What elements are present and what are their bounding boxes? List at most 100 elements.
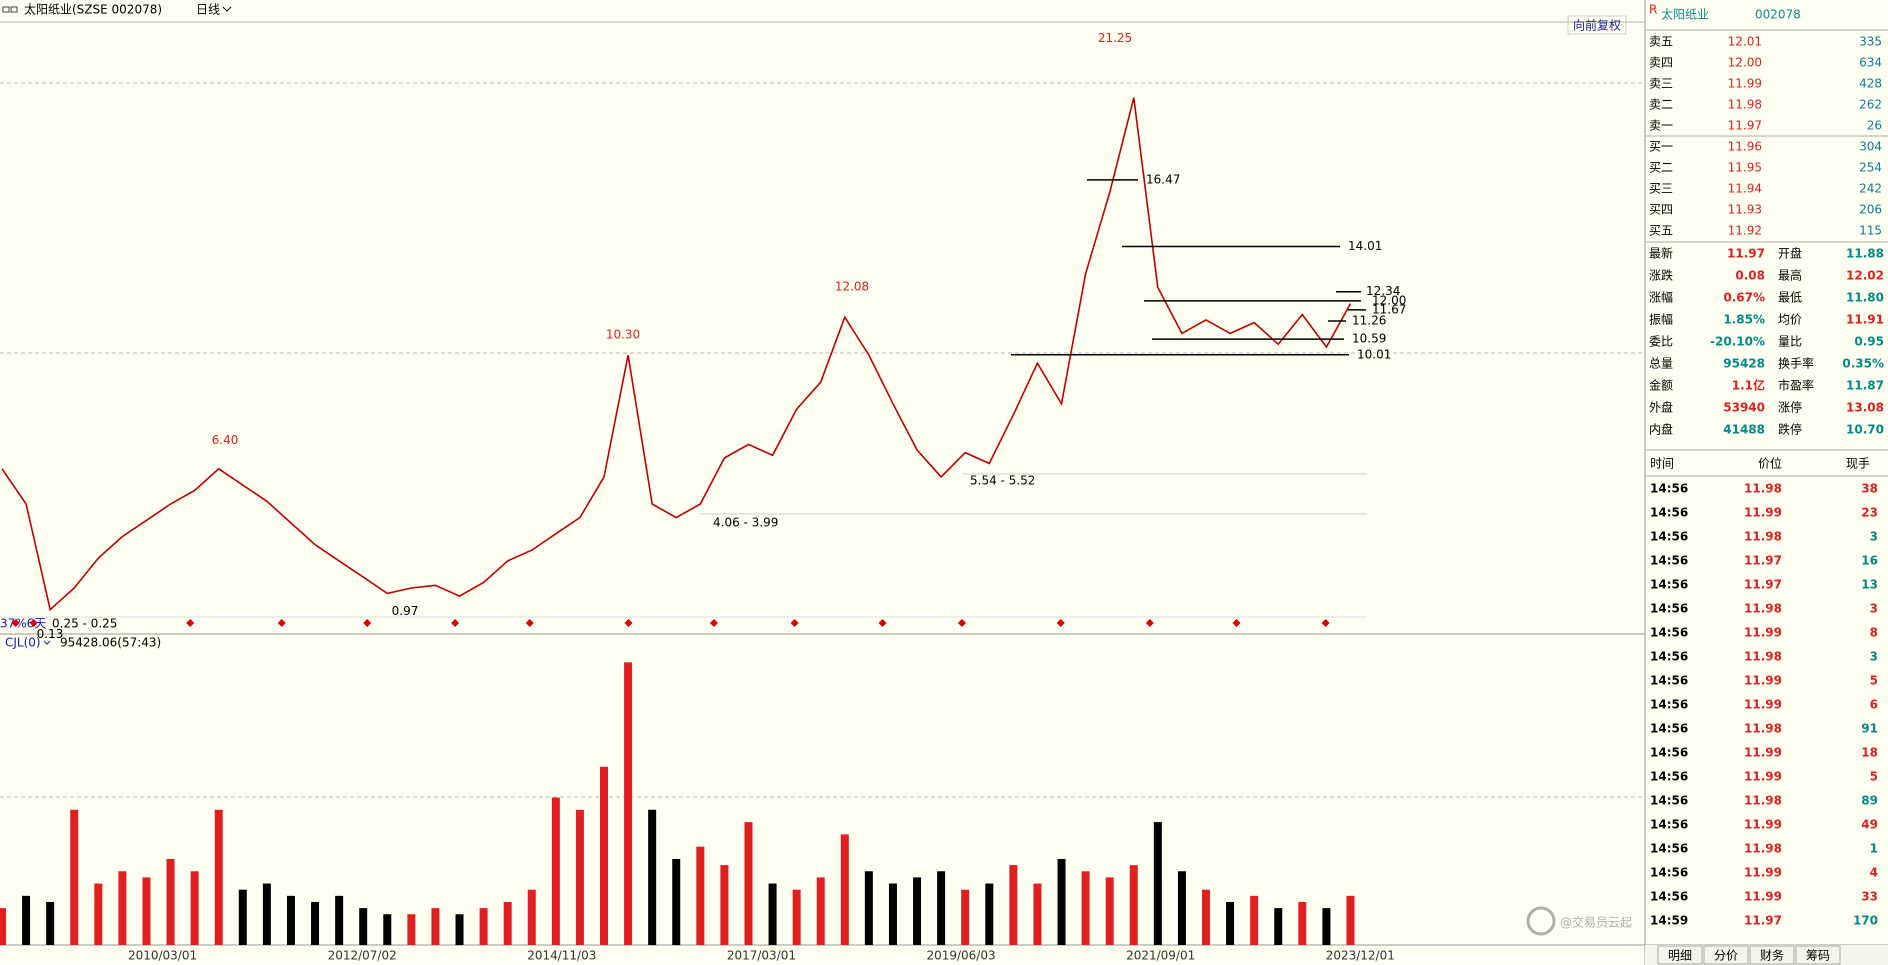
trade-volume: 18: [1861, 746, 1878, 760]
volume-bar: [816, 877, 825, 945]
book-label: 买一: [1649, 140, 1673, 154]
trade-price: 11.99: [1744, 506, 1782, 520]
volume-bar: [238, 889, 247, 945]
tab[interactable]: 财务: [1760, 948, 1784, 963]
volume-bar: [1057, 858, 1066, 945]
trade-price: 11.99: [1744, 818, 1782, 832]
x-tick-label: 2021/09/01: [1126, 949, 1195, 963]
signal-marker: [186, 619, 195, 627]
volume-bar: [913, 877, 922, 945]
volume-bar: [1250, 895, 1259, 945]
indicator-name[interactable]: CJL(0): [5, 636, 41, 650]
volume-bar: [720, 865, 729, 945]
trough-label: 0.13: [37, 627, 64, 641]
stat-label: 总量: [1649, 357, 1673, 371]
button-frame: [1567, 15, 1627, 35]
trade-volume: 91: [1861, 722, 1878, 736]
signal-marker: [525, 619, 534, 627]
signal-marker: [1232, 619, 1241, 627]
volume-bar: [1346, 895, 1355, 945]
period-select[interactable]: 日线: [196, 3, 220, 17]
volume-bar: [190, 871, 199, 945]
volume-bar: [311, 901, 320, 945]
trade-price: 11.99: [1744, 866, 1782, 880]
book-price: 12.00: [1728, 56, 1762, 70]
book-volume: 115: [1859, 224, 1882, 238]
trade-price: 11.98: [1744, 842, 1782, 856]
x-tick-label: 2023/12/01: [1326, 949, 1395, 963]
trade-volume: 5: [1870, 770, 1878, 784]
trade-price: 11.99: [1744, 890, 1782, 904]
volume-bar: [1081, 871, 1090, 945]
volume-bar: [0, 908, 6, 945]
volume-bar: [864, 871, 873, 945]
trade-time: 14:56: [1650, 746, 1688, 760]
stat-label: 跌停: [1778, 422, 1802, 437]
trade-time: 14:56: [1650, 674, 1688, 688]
volume-bar: [937, 871, 946, 945]
column-header: 时间: [1650, 457, 1674, 471]
trade-time: 14:56: [1650, 794, 1688, 808]
tab[interactable]: 分价: [1714, 949, 1738, 963]
trade-volume: 3: [1870, 530, 1878, 544]
stat-value: 1.85%: [1723, 313, 1765, 327]
book-label: 买三: [1649, 182, 1673, 196]
trade-volume: 3: [1870, 650, 1878, 664]
stock-name: 太阳纸业: [1661, 7, 1709, 22]
volume-bar: [166, 858, 175, 945]
book-volume: 206: [1859, 203, 1882, 217]
x-tick-label: 2010/03/01: [128, 949, 197, 963]
book-price: 11.94: [1728, 182, 1762, 196]
stat-value: 10.70: [1846, 423, 1884, 437]
volume-bar: [1202, 889, 1210, 945]
volume-bar: [1298, 901, 1307, 945]
trade-price: 11.99: [1744, 626, 1782, 640]
volume-bar: [1009, 865, 1018, 945]
book-volume: 634: [1859, 56, 1882, 70]
trade-price: 11.98: [1744, 602, 1782, 616]
book-volume: 335: [1859, 35, 1882, 49]
volume-bar: [1153, 822, 1162, 945]
stat-value: 11.88: [1846, 247, 1884, 261]
range-label: 0.25 - 0.25: [52, 617, 117, 631]
book-label: 卖一: [1649, 119, 1673, 133]
book-volume: 254: [1859, 161, 1882, 175]
tab-frame: [1657, 945, 1703, 965]
x-tick-label: 2014/11/03: [527, 949, 596, 963]
book-label: 卖四: [1649, 56, 1673, 70]
trade-price: 11.97: [1744, 554, 1782, 568]
stat-label: 振幅: [1649, 312, 1673, 327]
indicator-readout: 95428.06(57:43): [60, 636, 161, 650]
tab[interactable]: 筹码: [1806, 949, 1830, 963]
trade-time: 14:56: [1650, 530, 1688, 544]
stat-value: 41488: [1723, 423, 1765, 437]
level-label: 10.59: [1352, 332, 1386, 346]
trade-time: 14:56: [1650, 602, 1688, 616]
volume-bar: [744, 822, 753, 945]
level-label: 12.00: [1372, 293, 1406, 307]
tab-frame: [1703, 945, 1749, 965]
tab[interactable]: 明细: [1668, 949, 1692, 963]
volume-bar: [262, 883, 271, 945]
adjust-button[interactable]: 向前复权: [1573, 18, 1621, 33]
book-price: 11.93: [1728, 203, 1762, 217]
volume-bar: [46, 901, 55, 945]
column-header: 价位: [1758, 456, 1782, 471]
volume-bar: [985, 883, 994, 945]
trade-price: 11.99: [1744, 698, 1782, 712]
trade-price: 11.98: [1744, 650, 1782, 664]
volume-bar: [118, 871, 127, 945]
trade-price: 11.98: [1744, 530, 1782, 544]
stat-value: 12.02: [1846, 269, 1884, 283]
stat-label: 换手率: [1778, 356, 1814, 371]
trade-price: 11.98: [1744, 794, 1782, 808]
signal-marker: [1321, 619, 1330, 627]
stat-value: 53940: [1723, 401, 1765, 415]
trade-volume: 89: [1861, 794, 1878, 808]
trade-volume: 6: [1870, 698, 1878, 712]
book-label: 买四: [1649, 203, 1673, 217]
flag: R: [1649, 3, 1657, 17]
